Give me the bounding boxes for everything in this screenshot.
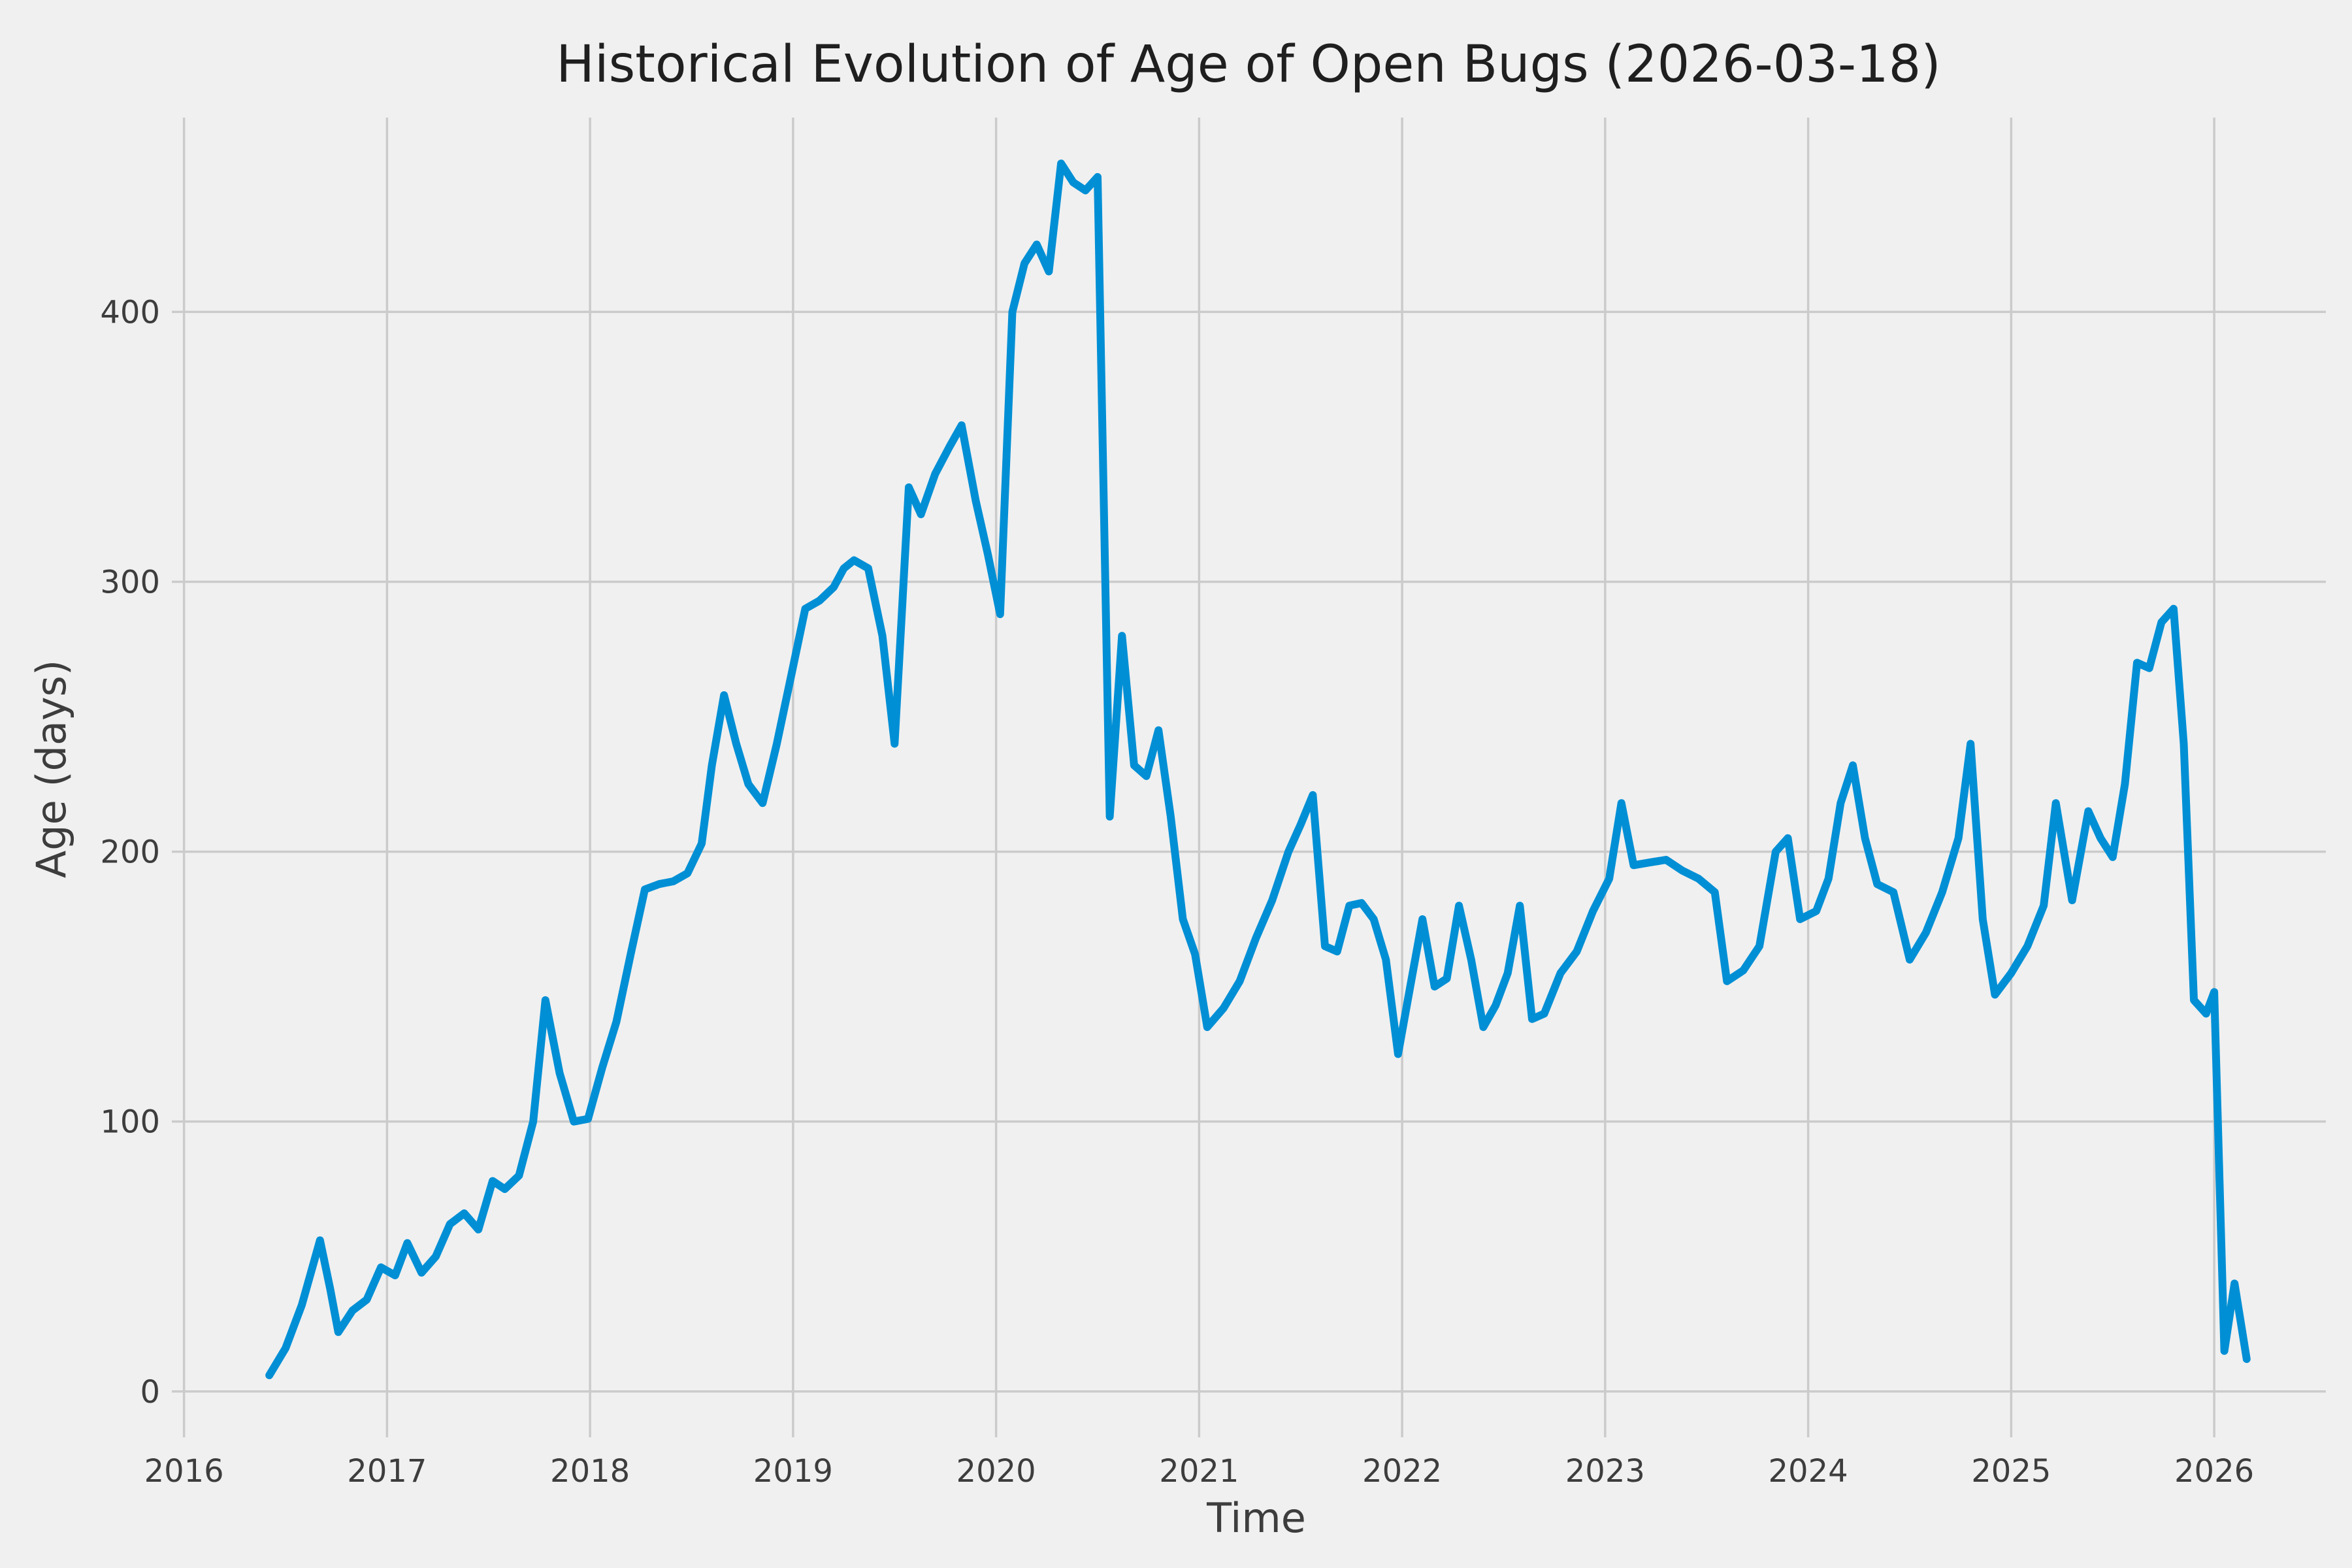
x-tick-label: 2021 bbox=[1159, 1453, 1239, 1490]
line-series-age_of_open_bugs_days bbox=[265, 159, 2251, 1379]
y-tick-label: 400 bbox=[100, 294, 160, 331]
x-tick-label: 2022 bbox=[1362, 1453, 1442, 1490]
x-tick-label: 2020 bbox=[956, 1453, 1036, 1490]
x-tick-label: 2025 bbox=[1971, 1453, 2051, 1490]
series-layer bbox=[265, 159, 2251, 1379]
y-tick-label: 0 bbox=[140, 1374, 160, 1411]
y-tick-label: 300 bbox=[100, 564, 160, 601]
x-tick-label: 2016 bbox=[144, 1453, 224, 1490]
x-tick-label: 2024 bbox=[1769, 1453, 1848, 1490]
x-tick-label: 2026 bbox=[2174, 1453, 2254, 1490]
chart-title: Historical Evolution of Age of Open Bugs… bbox=[556, 35, 1940, 94]
y-tick-label: 200 bbox=[100, 834, 160, 871]
x-tick-label: 2019 bbox=[753, 1453, 833, 1490]
x-tick-label: 2023 bbox=[1565, 1453, 1645, 1490]
x-axis-label: Time bbox=[1206, 1494, 1306, 1542]
y-tick-label: 100 bbox=[100, 1104, 160, 1141]
y-axis-label: Age (days) bbox=[27, 660, 75, 878]
x-tick-label: 2018 bbox=[550, 1453, 630, 1490]
gridlines bbox=[172, 118, 2326, 1437]
x-tick-label: 2017 bbox=[347, 1453, 427, 1490]
tick-labels: 2016 2017 2018 2019 2020 2021 2022 2023 2024 2025… bbox=[100, 294, 2254, 1490]
